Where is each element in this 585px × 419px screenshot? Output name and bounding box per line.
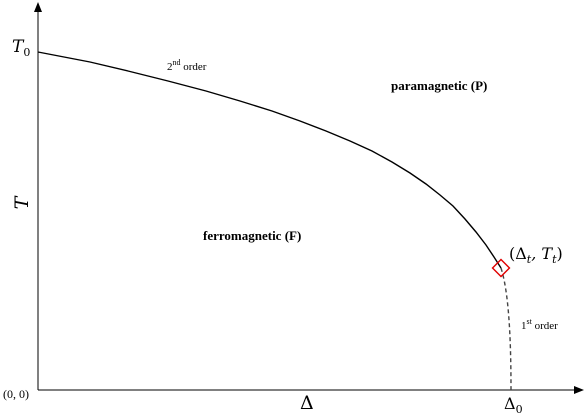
tricritical-point-marker	[491, 258, 511, 278]
first-order-boundary	[500, 267, 512, 391]
x-axis-label: Δ	[300, 392, 314, 414]
delta0-label: Δ0	[504, 394, 523, 416]
first-order-label: 1st order	[521, 317, 558, 332]
second-order-label: 2nd order	[167, 58, 207, 73]
x-axis-arrowhead	[574, 386, 584, 394]
y-axis-label: T	[11, 195, 33, 209]
second-order-boundary	[37, 51, 502, 269]
tricritical-point-label: (Δt, Tt)	[509, 244, 563, 266]
paramagnetic-region-label: paramagnetic (P)	[391, 78, 487, 93]
axes	[34, 2, 584, 394]
t0-label: T0	[12, 37, 30, 59]
origin-label: (0, 0)	[3, 387, 29, 401]
y-axis-arrowhead	[34, 2, 42, 12]
ferromagnetic-region-label: ferromagnetic (F)	[203, 228, 301, 243]
